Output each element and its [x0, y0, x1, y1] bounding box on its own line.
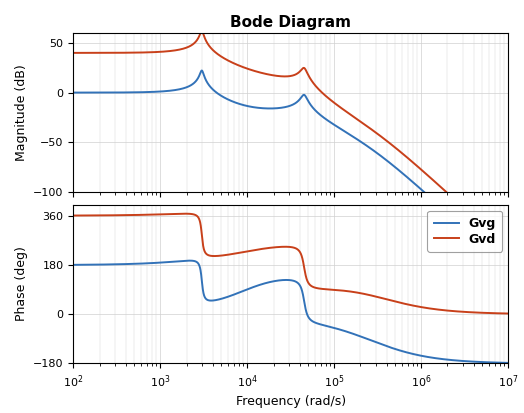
Gvg	[70, 262, 77, 267]
Gvd	[228, 252, 234, 257]
Gvg	[392, 347, 399, 352]
Gvg	[187, 258, 193, 263]
Gvg	[92, 262, 99, 267]
Gvd	[346, 289, 353, 294]
Y-axis label: Magnitude (dB): Magnitude (dB)	[15, 64, 28, 161]
Gvg	[346, 330, 353, 335]
X-axis label: Frequency (rad/s): Frequency (rad/s)	[236, 395, 346, 408]
Gvd	[70, 213, 77, 218]
Gvd	[392, 299, 399, 304]
Gvd	[328, 287, 334, 292]
Line: Gvg: Gvg	[73, 261, 508, 363]
Gvd	[505, 311, 511, 316]
Gvd	[416, 304, 422, 309]
Legend: Gvg, Gvd: Gvg, Gvd	[427, 211, 502, 252]
Title: Bode Diagram: Bode Diagram	[231, 15, 351, 31]
Gvg	[505, 361, 511, 366]
Gvd	[182, 211, 188, 216]
Gvg	[416, 353, 422, 358]
Gvd	[92, 213, 99, 218]
Y-axis label: Phase (deg): Phase (deg)	[15, 247, 28, 321]
Line: Gvd: Gvd	[73, 214, 508, 313]
Gvg	[228, 293, 234, 298]
Gvg	[328, 325, 334, 330]
